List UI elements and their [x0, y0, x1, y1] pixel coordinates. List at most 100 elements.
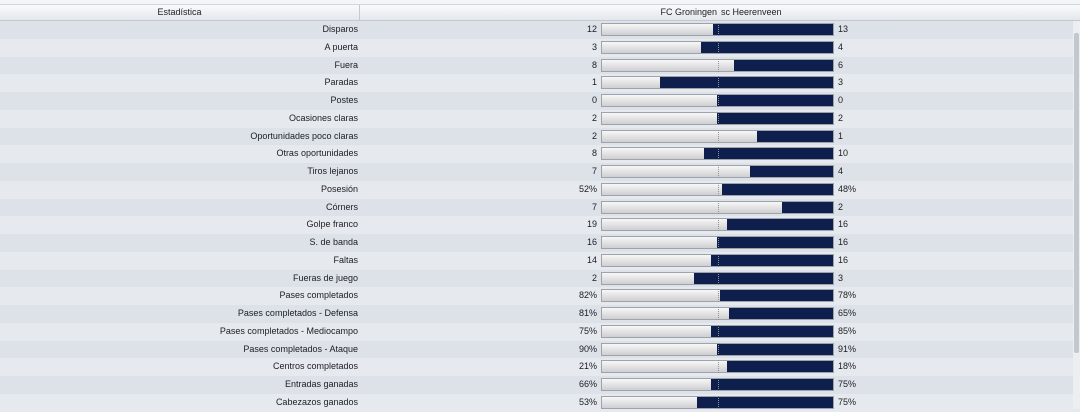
column-header-away-team[interactable]: sc Heerenveen	[721, 7, 782, 17]
comparison-bar	[601, 129, 834, 143]
table-row[interactable]: Oportunidades poco claras 2 1	[0, 127, 1080, 146]
table-row[interactable]: Paradas 1 3	[0, 74, 1080, 92]
away-share-fill	[701, 41, 833, 53]
home-value: 21%	[578, 361, 597, 372]
away-value: 4	[838, 41, 844, 52]
table-row[interactable]: Ocasiones claras 2 2	[0, 109, 1080, 128]
away-value: 85%	[838, 325, 857, 336]
away-share-fill	[711, 254, 833, 266]
away-value: 2	[838, 201, 844, 212]
table-row[interactable]: A puerta 3 4	[0, 38, 1080, 57]
midpoint-marker	[718, 324, 719, 338]
comparison-bar	[601, 76, 834, 90]
home-value: 14	[586, 254, 597, 265]
column-header-stat[interactable]: Estadística	[0, 5, 360, 21]
top-strip	[0, 0, 1080, 4]
home-value: 1	[591, 77, 597, 88]
midpoint-marker	[718, 395, 719, 409]
table-row[interactable]: Córners 7 2	[0, 198, 1080, 217]
away-share-fill	[711, 325, 833, 337]
table-row[interactable]: Fuera 8 6	[0, 56, 1080, 75]
away-share-fill	[727, 361, 833, 373]
table-row[interactable]: Centros completados 21% 18%	[0, 358, 1080, 376]
stat-label: Faltas	[333, 254, 358, 265]
home-value: 90%	[578, 343, 597, 354]
midpoint-marker	[718, 360, 719, 374]
table-row[interactable]: Disparos 12 13	[0, 21, 1080, 39]
table-row[interactable]: Posesión 52% 48%	[0, 180, 1080, 199]
away-share-fill	[722, 183, 833, 195]
stat-label: Ocasiones claras	[288, 112, 358, 123]
table-row[interactable]: S. de banda 16 16	[0, 234, 1080, 252]
home-value: 7	[591, 166, 597, 176]
away-value: 75%	[838, 379, 857, 389]
away-share-fill	[782, 201, 833, 213]
table-row[interactable]: Pases completados - Mediocampo 75% 85%	[0, 322, 1080, 341]
table-row[interactable]: Golpe franco 19 16	[0, 216, 1080, 234]
stat-label: Fueras de juego	[292, 272, 358, 283]
stat-label: S. de banda	[309, 237, 358, 247]
midpoint-marker	[718, 342, 719, 356]
home-value: 8	[591, 148, 597, 159]
table-row[interactable]: Entradas ganadas 66% 75%	[0, 376, 1080, 394]
home-value: 2	[591, 272, 597, 283]
table-row[interactable]: Pases completados - Ataque 90% 91%	[0, 340, 1080, 359]
home-value: 2	[591, 130, 597, 141]
stat-label: Disparos	[322, 24, 358, 34]
home-value: 53%	[578, 396, 597, 407]
midpoint-marker	[718, 40, 719, 54]
away-value: 10	[838, 148, 849, 159]
away-share-fill	[694, 272, 833, 284]
stat-label: Posesión	[320, 183, 358, 194]
table-row[interactable]: Tiros lejanos 7 4	[0, 163, 1080, 181]
stat-label: Centros completados	[272, 361, 358, 372]
stat-label: Golpe franco	[306, 219, 358, 230]
comparison-bar	[601, 289, 834, 303]
home-value: 16	[586, 237, 597, 247]
away-value: 13	[838, 24, 849, 34]
scrollbar-thumb[interactable]	[1074, 33, 1079, 353]
midpoint-marker	[718, 289, 719, 303]
column-header-home-team[interactable]: FC Groningen	[660, 7, 717, 17]
away-share-fill	[704, 148, 833, 160]
stat-label: Pases completados	[279, 290, 358, 301]
away-share-fill	[750, 166, 833, 177]
away-share-fill	[729, 308, 833, 319]
stat-label: Tiros lejanos	[307, 166, 358, 176]
away-value: 16	[838, 254, 849, 265]
comparison-bar	[601, 236, 834, 249]
comparison-bar	[601, 94, 834, 107]
away-value: 48%	[838, 183, 857, 194]
midpoint-marker	[718, 200, 719, 214]
home-value: 8	[591, 59, 597, 70]
comparison-bar	[601, 324, 834, 338]
comparison-bar	[601, 147, 834, 161]
table-row[interactable]: Cabezazos ganados 53% 75%	[0, 393, 1080, 412]
midpoint-marker	[718, 94, 719, 107]
table-row[interactable]: Otras oportunidades 8 10	[0, 145, 1080, 163]
comparison-bar	[601, 360, 834, 374]
home-value: 82%	[578, 290, 597, 301]
comparison-bar	[601, 253, 834, 267]
away-share-fill	[713, 24, 833, 35]
away-share-fill	[711, 379, 833, 390]
table-row[interactable]: Faltas 14 16	[0, 251, 1080, 270]
midpoint-marker	[718, 271, 719, 285]
table-row[interactable]: Fueras de juego 2 3	[0, 269, 1080, 288]
away-value: 91%	[838, 343, 857, 354]
stat-label: Otras oportunidades	[276, 148, 358, 159]
table-row[interactable]: Pases completados 82% 78%	[0, 287, 1080, 305]
table-row[interactable]: Pases completados - Defensa 81% 65%	[0, 305, 1080, 323]
table-row[interactable]: Postes 0 0	[0, 92, 1080, 110]
midpoint-marker	[718, 253, 719, 267]
stat-label: A puerta	[324, 41, 358, 52]
midpoint-marker	[718, 111, 719, 125]
scrollbar[interactable]	[1073, 21, 1080, 409]
home-value: 19	[586, 219, 597, 230]
stat-label: Entradas ganadas	[284, 379, 358, 389]
away-share-fill	[717, 112, 833, 124]
home-value: 66%	[578, 379, 597, 389]
comparison-bar	[601, 342, 834, 356]
away-value: 2	[838, 112, 844, 123]
away-share-fill	[727, 219, 833, 231]
